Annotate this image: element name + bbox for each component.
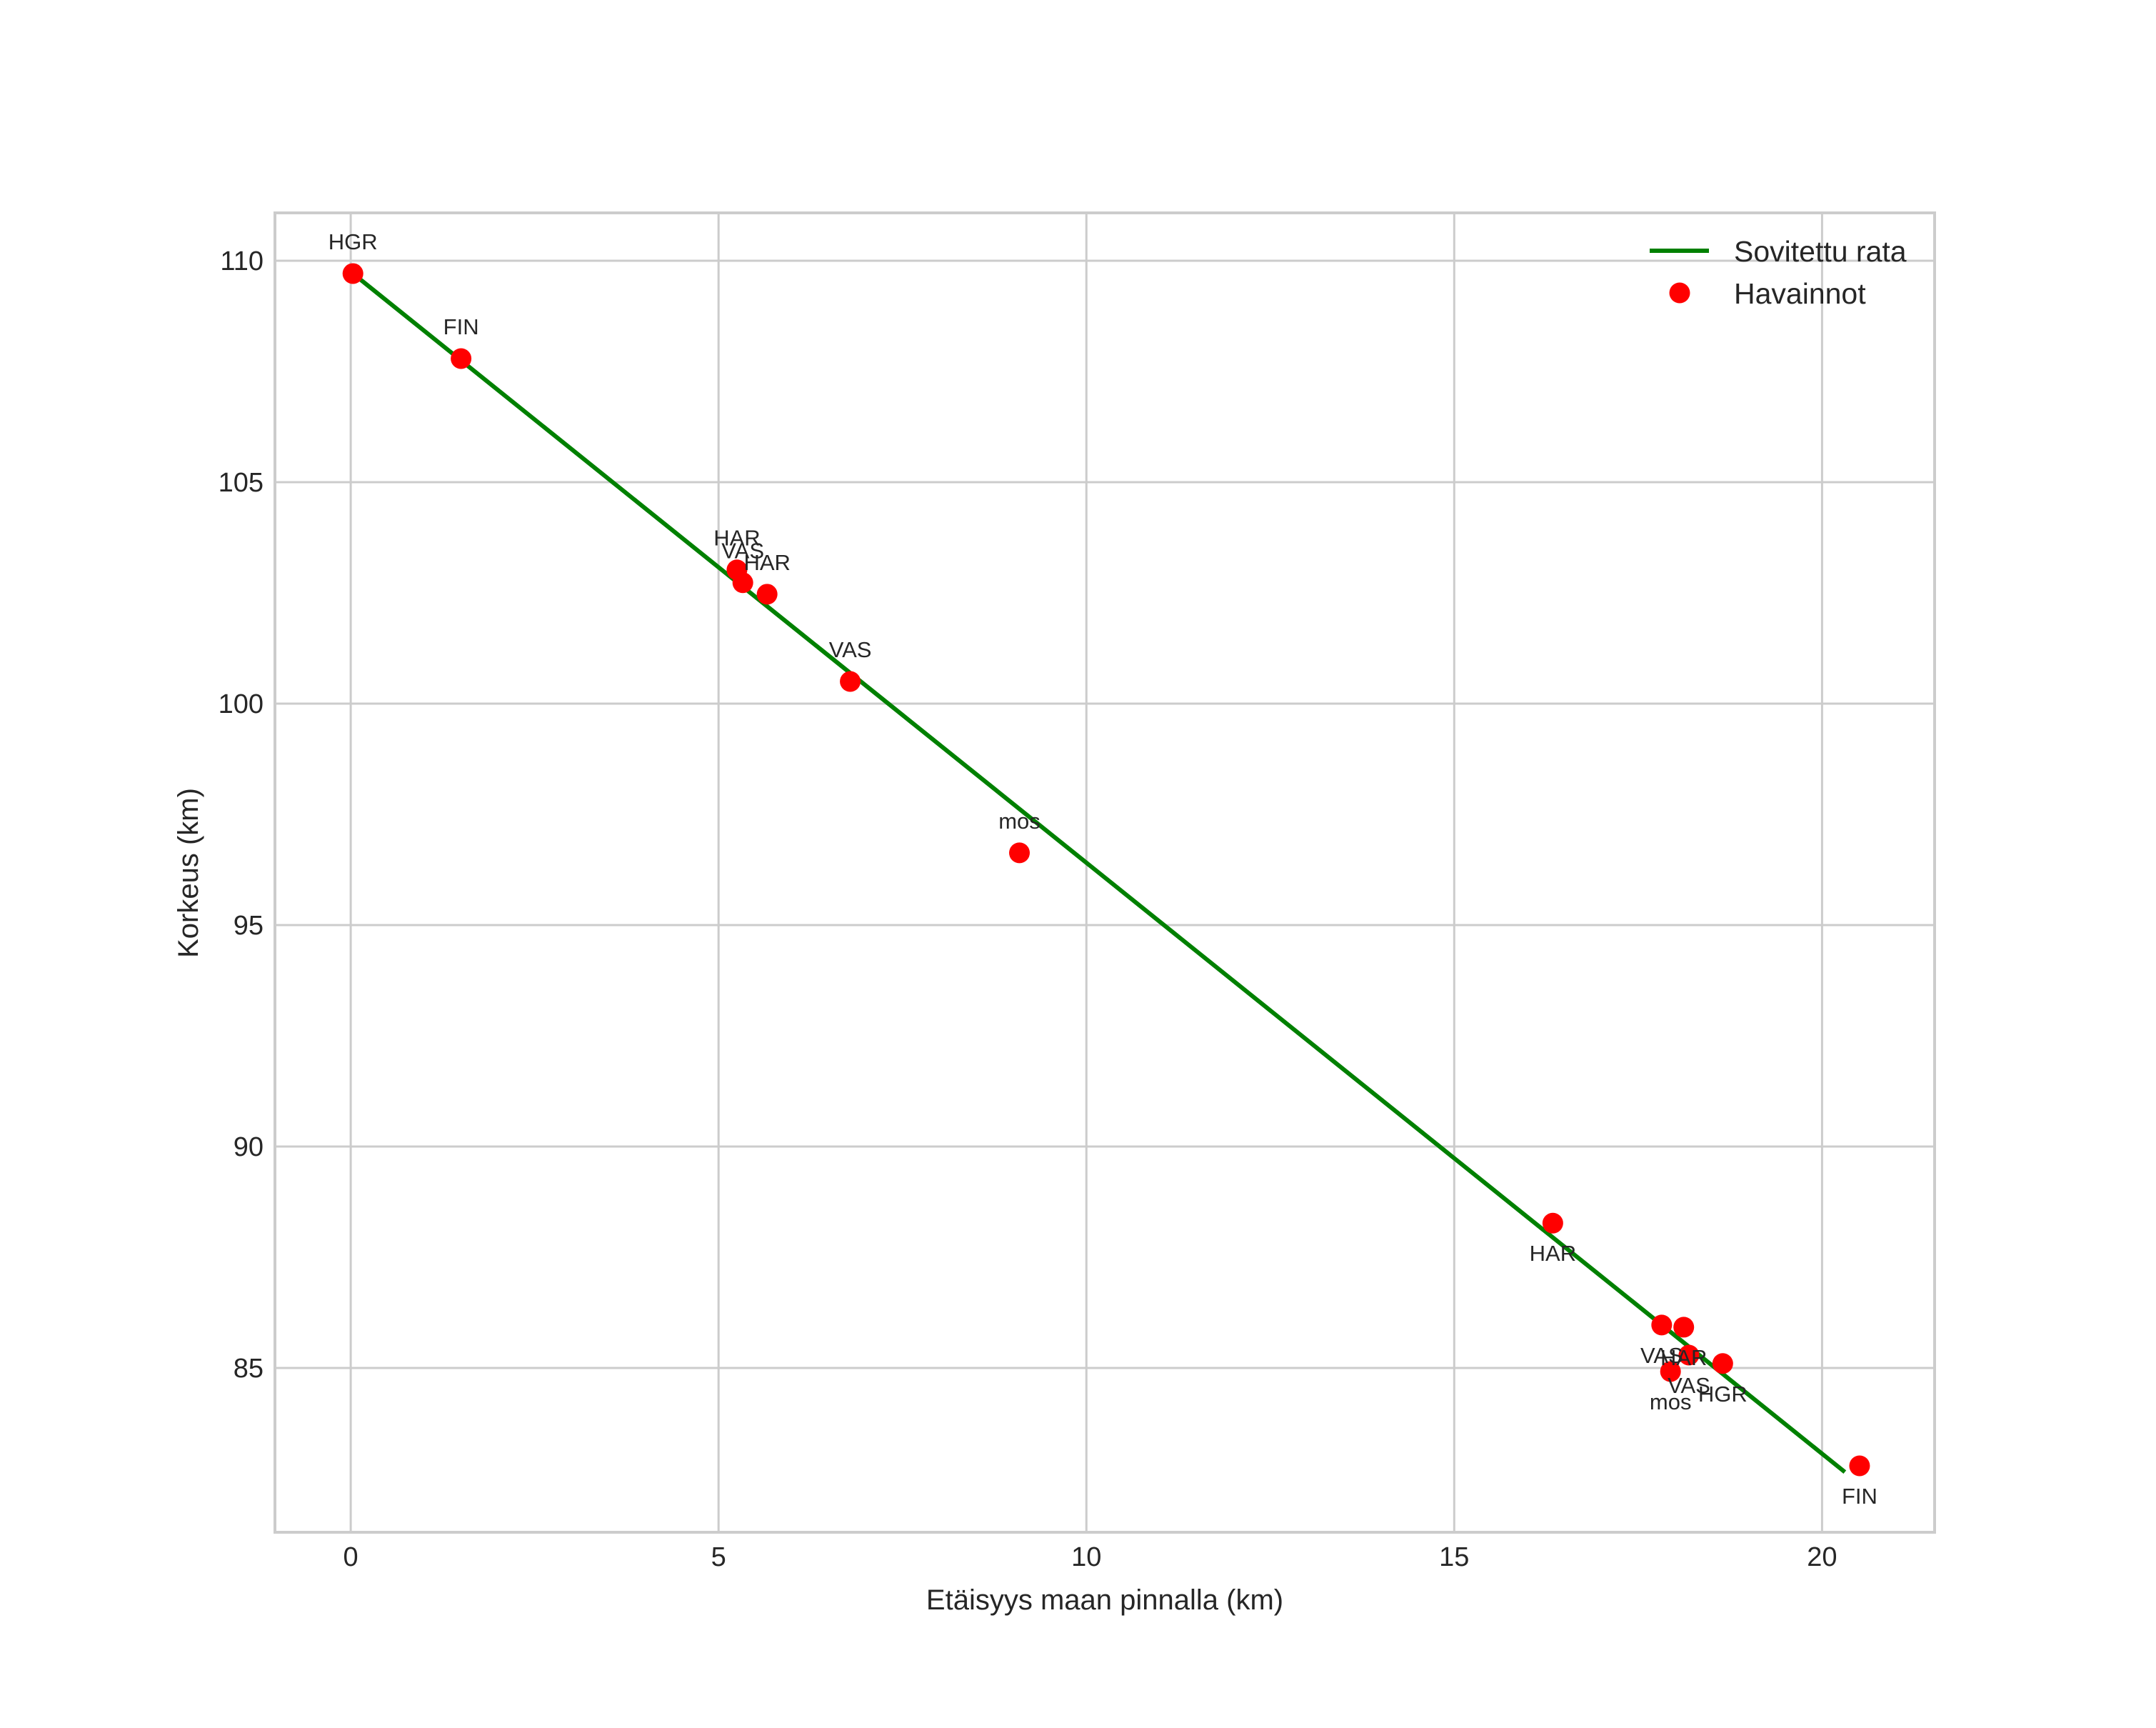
x-tick-label: 10 [1071,1542,1101,1572]
observation-marker [1542,1212,1563,1234]
station-label: HAR [1530,1241,1576,1266]
legend-marker-swatch [1669,282,1690,304]
station-label: HAR [743,550,790,575]
y-tick-label: 100 [219,689,264,719]
fitted-trajectory-line [351,271,1847,1474]
station-label: VAS [721,539,764,564]
fit-line-segment [351,271,1847,1474]
y-tick-label: 95 [234,911,264,941]
y-tick-label: 105 [219,468,264,498]
observation-marker [1651,1314,1673,1336]
legend-label-observations: Havainnot [1734,277,1866,310]
station-label: VAS [1640,1343,1683,1368]
station-label: HAR [1660,1345,1707,1370]
observation-marker [1712,1353,1733,1374]
x-axis-title: Etäisyys maan pinnalla (km) [926,1584,1283,1616]
station-label: FIN [1842,1484,1877,1509]
x-tick-label: 20 [1807,1542,1837,1572]
gridlines [275,213,1935,1532]
y-axis-title: Korkeus (km) [173,788,204,958]
x-tick-label: 5 [711,1542,726,1572]
axes-frame [274,211,1936,1534]
observation-marker [732,572,753,594]
station-label: HGR [329,229,378,254]
x-tick-label: 15 [1439,1542,1469,1572]
observation-marker [1849,1455,1870,1477]
y-tick-label: 110 [220,246,264,276]
station-label: HAR [713,526,760,551]
observation-marker [840,671,861,692]
legend: Sovitettu rata Havainnot [1650,235,1907,310]
station-label: HGR [1698,1382,1748,1407]
y-tick-label: 85 [234,1354,264,1384]
station-label: VAS [1668,1373,1710,1398]
station-label: mos [998,809,1041,834]
station-label: mos [1650,1389,1692,1414]
x-axis-ticks: 0 5 10 15 20 [344,1542,1837,1572]
y-tick-label: 90 [234,1132,264,1162]
observation-marker [1678,1344,1700,1366]
station-label: VAS [829,637,872,662]
x-tick-label: 0 [344,1542,359,1572]
observation-marker [342,263,363,284]
observation-marker [1673,1317,1695,1338]
observation-marker [756,584,778,605]
observation-marker [1660,1361,1681,1382]
legend-label-fit: Sovitettu rata [1734,235,1907,268]
observation-marker [451,348,472,369]
observation-marker [1009,842,1031,864]
station-label: FIN [443,314,479,339]
observation-points [342,263,1870,1477]
y-axis-ticks: 85 90 95 100 105 110 [219,246,264,1384]
